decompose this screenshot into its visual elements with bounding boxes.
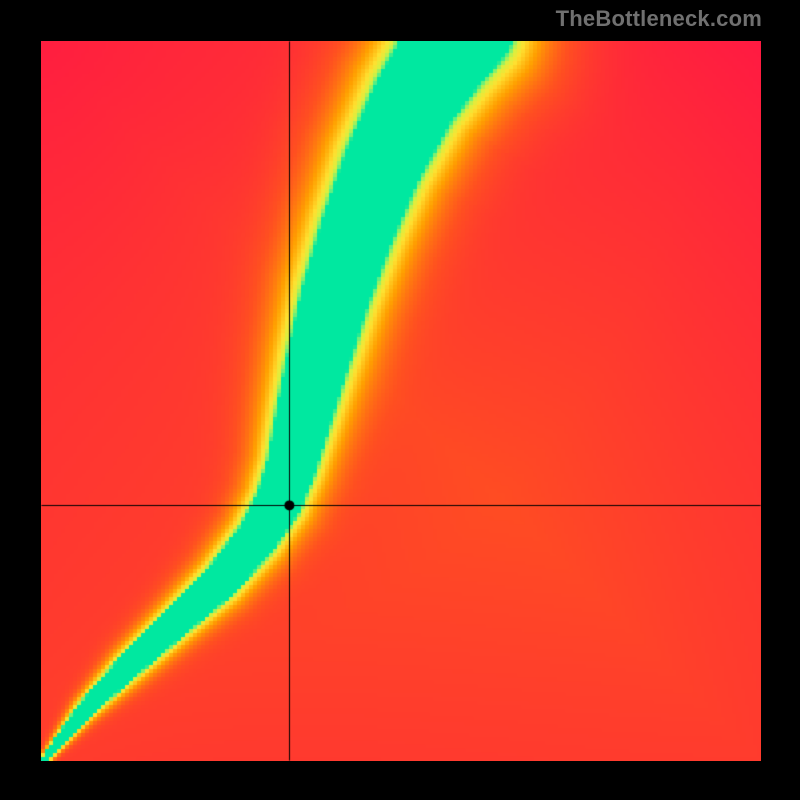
bottleneck-heatmap (41, 41, 761, 761)
watermark-text: TheBottleneck.com (556, 6, 762, 32)
chart-container: { "watermark": "TheBottleneck.com", "can… (0, 0, 800, 800)
